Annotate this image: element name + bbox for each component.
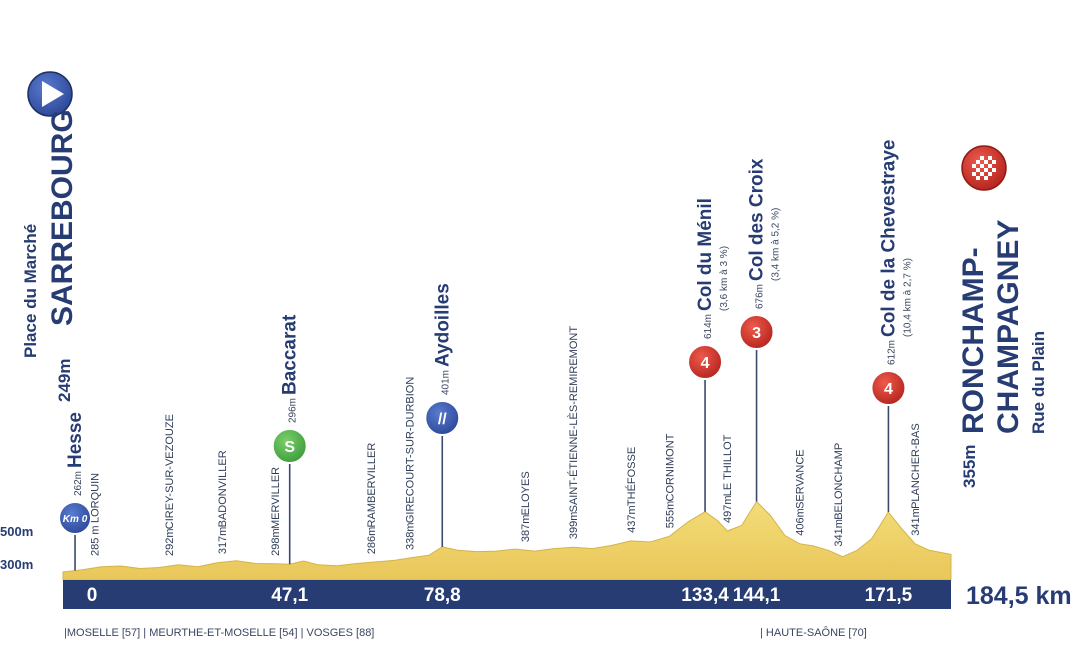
town-altitude: 406m — [794, 508, 806, 536]
flag-square — [976, 168, 980, 172]
flag-square — [984, 168, 988, 172]
town-altitude: 298m — [270, 528, 282, 556]
town-name: RAMBERVILLER — [366, 443, 378, 528]
badge-label: // — [438, 411, 447, 428]
town-name: CORNIMONT — [664, 433, 676, 501]
point-name: Baccarat — [280, 314, 301, 395]
flag-square — [972, 172, 976, 176]
flag-square — [984, 176, 988, 180]
flag-square — [988, 156, 992, 160]
flag-square — [992, 168, 996, 172]
flag-square — [988, 172, 992, 176]
kom-badge — [738, 314, 775, 350]
town-altitude: 497m — [722, 495, 734, 523]
feed-badge — [424, 400, 461, 436]
distance-bar — [63, 580, 951, 609]
finish-name-line2: CHAMPAGNEY — [992, 220, 1025, 434]
town-name: CIREY-SUR-VEZOUZE — [164, 414, 176, 529]
finish-name-line1: RONCHAMP- — [957, 247, 990, 434]
start-name: SARREBOURG — [46, 109, 79, 326]
point-altitude: 401m — [440, 370, 451, 395]
route-markers: Km 0 262m Hesse 285 m LORQUIN 292mCIREY-SUR-V… — [58, 140, 922, 571]
kom-badge — [687, 344, 724, 380]
town-altitude: 338m — [405, 522, 417, 550]
sprint-badge — [271, 428, 308, 464]
point-name: Aydoilles — [432, 283, 453, 367]
badge-label: 4 — [884, 381, 893, 398]
flag-square — [972, 164, 976, 168]
finish-altitude: 355m — [960, 445, 979, 488]
town-name: SERVANCE — [794, 449, 806, 509]
climb-note: (3,4 km à 5,2 %) — [771, 208, 782, 281]
start-marker: 249m SARREBOURG Place du Marché — [21, 71, 79, 402]
point-name: Col de la Chevestraye — [878, 140, 899, 337]
town-name: ELOYES — [520, 471, 532, 515]
town-altitude: 399m — [568, 512, 580, 540]
point-altitude: 676m — [755, 284, 766, 309]
town-altitude: 341m — [910, 508, 922, 536]
regions-left: |MOSELLE [57] | MEURTHE-ET-MOSELLE [54] … — [64, 627, 374, 639]
badge-label: S — [284, 439, 295, 456]
point-altitude: 262m — [73, 471, 84, 496]
point-name: Col du Ménil — [695, 198, 716, 311]
finish-sub: Rue du Plain — [1029, 331, 1048, 434]
town-altitude: 555m — [664, 501, 676, 529]
town-name: MERVILLER — [270, 467, 282, 529]
km-label: 78,8 — [424, 585, 461, 606]
flag-square — [976, 176, 980, 180]
town-altitude: 286m — [366, 527, 378, 555]
checkered-flag-icon — [972, 156, 996, 180]
town-altitude: 285 m — [89, 525, 101, 556]
town-altitude: 437m — [626, 505, 638, 533]
km-label: 171,5 — [865, 585, 913, 606]
km-label: 144,1 — [733, 585, 781, 606]
km0-badge — [58, 501, 93, 535]
y-tick-500: 500m — [0, 524, 33, 539]
flag-square — [980, 156, 984, 160]
climb-note: (3,6 km à 3 %) — [719, 246, 730, 311]
badge-label: 4 — [701, 355, 710, 372]
point-name: Hesse — [65, 412, 86, 468]
flag-square — [980, 172, 984, 176]
km-labels: 0 47,1 78,8 133,4 144,1 171,5 — [87, 585, 913, 606]
play-icon — [42, 81, 64, 107]
badge-label: 3 — [752, 325, 761, 342]
point-altitude: 612m — [886, 340, 897, 365]
finish-marker: 355m RONCHAMP- CHAMPAGNEY Rue du Plain — [957, 145, 1048, 488]
town-name: PLANCHER-BAS — [910, 423, 922, 509]
km-label: 0 — [87, 585, 98, 606]
flag-square — [988, 164, 992, 168]
point-altitude: 296m — [288, 398, 299, 423]
town-name: THÉFOSSE — [625, 447, 638, 506]
town-altitude: 387m — [520, 515, 532, 543]
town-altitude: 341m — [833, 519, 845, 547]
town-name: LORQUIN — [89, 473, 101, 523]
kom-badge — [870, 370, 907, 406]
elevation-profile — [62, 500, 952, 581]
total-distance: 184,5 km — [966, 582, 1072, 610]
town-altitude: 292m — [164, 528, 176, 556]
point-altitude: 614m — [703, 314, 714, 339]
flag-square — [980, 164, 984, 168]
town-name: BELONCHAMP — [833, 443, 845, 520]
km-label: 47,1 — [271, 585, 308, 606]
point-name: Col des Croix — [747, 158, 768, 281]
town-name: BADONVILLER — [217, 450, 229, 527]
y-tick-300: 300m — [0, 557, 33, 572]
town-name: SAINT-ÉTIENNE-LÈS-REMIREMONT — [567, 326, 580, 513]
flag-square — [984, 160, 988, 164]
start-sub: Place du Marché — [21, 224, 40, 358]
start-altitude: 249m — [55, 359, 74, 402]
flag-square — [976, 160, 980, 164]
badge-label: Km 0 — [63, 514, 88, 525]
climb-note: (10,4 km à 2,7 %) — [902, 258, 913, 337]
km-label: 133,4 — [681, 585, 729, 606]
regions-right: | HAUTE-SAÔNE [70] — [760, 626, 867, 639]
town-name: GIRECOURT-SUR-DURBION — [405, 377, 417, 524]
town-name: LE THILLOT — [722, 434, 734, 496]
flag-square — [992, 160, 996, 164]
town-altitude: 317m — [217, 527, 229, 555]
